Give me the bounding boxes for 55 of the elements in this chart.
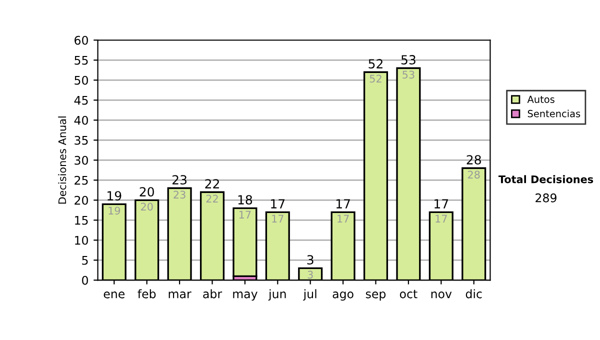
total-label: 3 — [307, 255, 314, 265]
y-axis-title: Decisiones Anual — [58, 116, 66, 204]
x-tick-label: abr — [203, 289, 222, 298]
x-tick-label: ago — [332, 292, 354, 301]
data-label: 22 — [206, 194, 218, 202]
data-label: 17 — [272, 214, 284, 222]
data-label: 20 — [140, 202, 153, 211]
data-label: 17 — [436, 214, 447, 222]
x-tick-label: feb — [138, 289, 156, 298]
y-tick-label: 25 — [74, 176, 88, 185]
x-tick-label: may — [233, 292, 258, 301]
y-tick-label: 5 — [82, 256, 88, 265]
data-label: 52 — [370, 74, 382, 83]
x-tick-label: sep — [366, 292, 386, 301]
total-label: 18 — [238, 195, 252, 205]
total-label: 17 — [271, 199, 285, 208]
x-tick-label: jun — [268, 289, 286, 301]
y-tick-label: 35 — [74, 136, 88, 145]
y-tick-label: 40 — [74, 116, 88, 125]
bar — [232, 207, 258, 277]
y-tick-label: 55 — [74, 56, 88, 65]
y-tick-label: 15 — [75, 216, 88, 225]
data-label: 17 — [239, 210, 251, 218]
y-tick-label: 0 — [82, 276, 88, 285]
total-label: 20 — [140, 187, 154, 197]
data-label: 28 — [468, 170, 480, 179]
y-tick-label: 10 — [75, 236, 88, 245]
data-label: 53 — [402, 70, 414, 79]
legend-label: Autos — [527, 96, 554, 104]
text: 289 — [536, 193, 556, 202]
x-tick-label: mar — [168, 292, 192, 298]
x-tick-label: jul — [303, 289, 316, 301]
y-tick-label: 45 — [74, 96, 88, 105]
y-tick-label: 20 — [74, 196, 88, 205]
total-label: 19 — [108, 191, 122, 201]
x-tick-label: dic — [466, 289, 482, 298]
x-tick-label: ene — [104, 292, 125, 298]
data-label: 3 — [308, 270, 313, 279]
x-tick-label: oct — [400, 290, 418, 298]
data-label: 17 — [338, 214, 349, 222]
text: Total Decisiones — [498, 175, 594, 184]
y-tick-label: 60 — [74, 36, 88, 45]
legend-label: Sentencias — [528, 110, 580, 118]
total-label: 52 — [368, 59, 382, 69]
total-label: 23 — [172, 175, 186, 185]
data-label: 23 — [174, 190, 186, 199]
total-label: 17 — [336, 199, 350, 208]
y-tick-label: 30 — [74, 156, 88, 165]
y-tick-label: 50 — [74, 76, 88, 85]
total-label: 17 — [434, 199, 448, 208]
total-label: 22 — [205, 179, 219, 188]
total-label: 28 — [466, 155, 481, 165]
total-label: 53 — [401, 55, 416, 65]
data-label: 19 — [108, 206, 120, 215]
x-tick-label: nov — [431, 292, 452, 298]
